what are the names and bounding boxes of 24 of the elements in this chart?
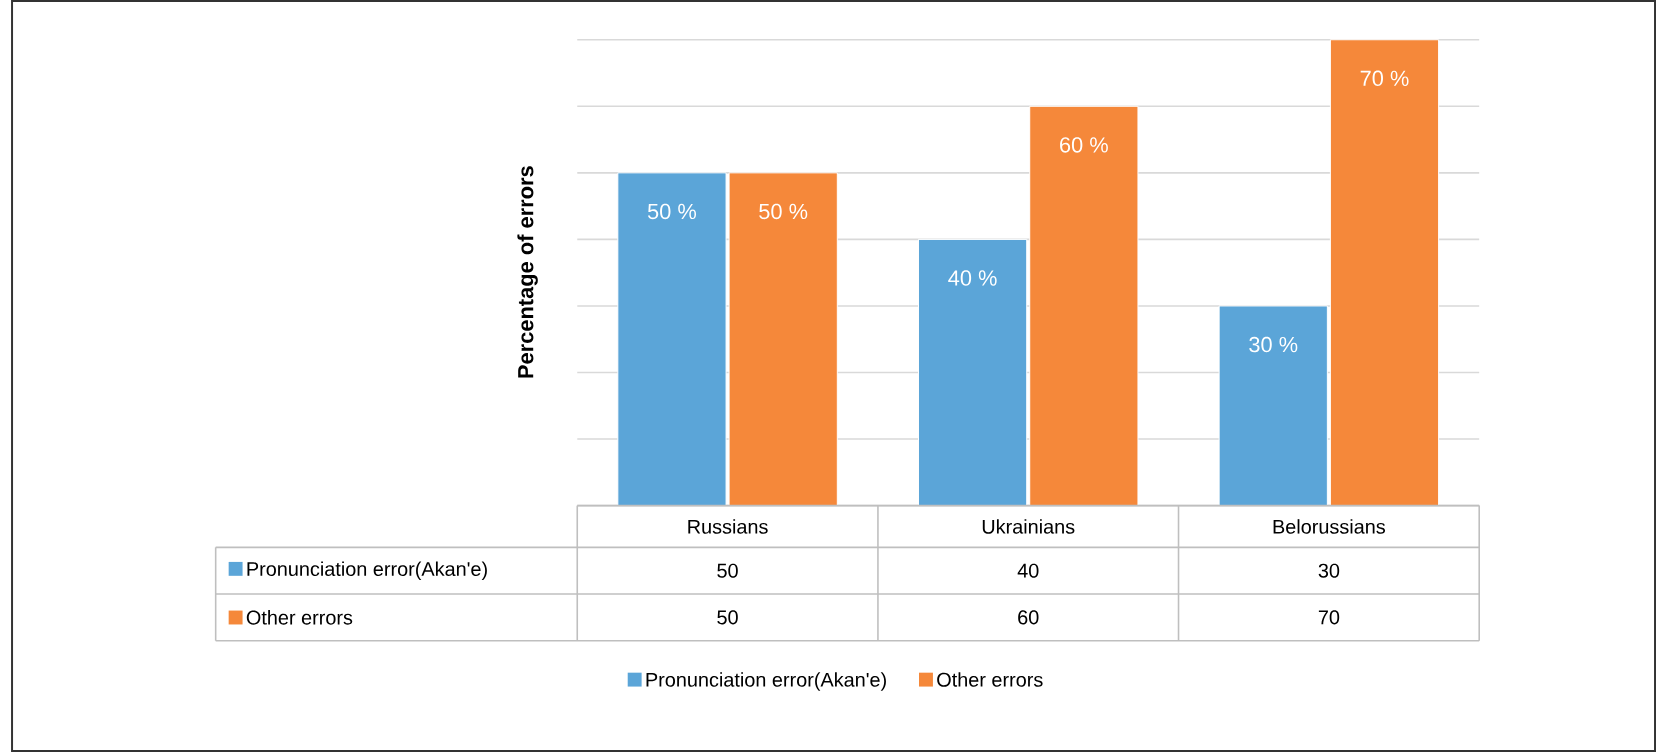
legend-label: Pronunciation error(Akan'e) (247, 561, 487, 580)
x-tick-label: Belorussians (1273, 519, 1386, 534)
annotation: 50 % (759, 203, 808, 220)
data-label: 30 (1318, 563, 1340, 578)
bar (1029, 105, 1139, 507)
text: Pronunciation error(Akan'e) (646, 672, 886, 691)
x-tick-label: Russians (688, 519, 768, 534)
bar (917, 238, 1028, 507)
annotation: 70 % (1360, 70, 1409, 87)
text: Other errors (246, 610, 353, 625)
bar (1218, 305, 1328, 507)
annotation: 40 % (948, 270, 997, 286)
data-label: 40 (1017, 563, 1039, 578)
annotation: 30 % (1249, 336, 1298, 353)
data-label: 50 (717, 610, 738, 625)
data-label: 70 (1318, 610, 1340, 625)
data-label: 50 (717, 563, 738, 578)
annotation: 60 % (1060, 137, 1108, 153)
annotation: 50 % (647, 203, 697, 220)
y-axis-title: Percentage of errors (517, 166, 538, 378)
bar (1329, 39, 1440, 507)
data-label: 60 (1018, 610, 1039, 625)
x-tick-label: Ukrainians (982, 519, 1075, 534)
legend-label: Other errors (937, 672, 1043, 687)
